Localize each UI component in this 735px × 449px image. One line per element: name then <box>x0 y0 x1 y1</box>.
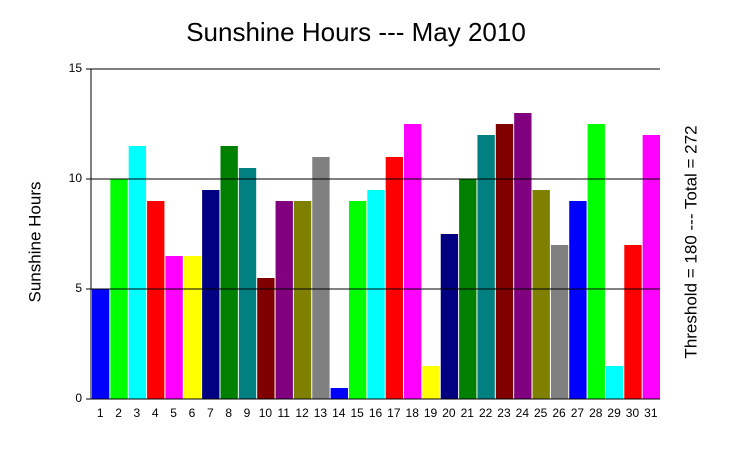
x-tick-label: 15 <box>350 406 364 420</box>
bar <box>367 190 385 399</box>
x-tick-label: 29 <box>607 406 621 420</box>
x-tick-label: 19 <box>424 406 438 420</box>
bar <box>569 201 587 399</box>
x-tick-label: 2 <box>115 406 122 420</box>
bar <box>514 113 532 399</box>
bar <box>202 190 220 399</box>
x-tick-label: 4 <box>152 406 159 420</box>
y-tick-label: 0 <box>75 391 82 405</box>
y-tick-label: 5 <box>75 281 82 295</box>
x-tick-label: 25 <box>534 406 548 420</box>
y-tick-label: 10 <box>69 171 83 185</box>
x-tick-label: 13 <box>314 406 328 420</box>
bar <box>422 366 440 399</box>
bar <box>440 234 459 399</box>
x-tick-label: 12 <box>295 406 309 420</box>
annotation: Threshold = 180 --- Total = 272 <box>681 125 700 358</box>
x-tick-label: 23 <box>497 406 511 420</box>
bar <box>220 146 238 399</box>
x-tick-label: 27 <box>571 406 585 420</box>
bar <box>128 146 147 399</box>
bar <box>605 366 624 399</box>
x-tick-label: 7 <box>207 406 214 420</box>
bar <box>550 245 569 399</box>
chart-title: Sunshine Hours --- May 2010 <box>186 17 526 47</box>
bar <box>238 168 257 399</box>
bar <box>92 289 110 399</box>
bar <box>404 124 422 399</box>
y-axis-label: Sunshine Hours <box>25 182 44 303</box>
bar <box>348 201 367 399</box>
x-tick-label: 18 <box>406 406 420 420</box>
bar <box>587 124 605 399</box>
x-tick-label: 9 <box>244 406 251 420</box>
x-tick-label: 11 <box>277 406 290 420</box>
x-tick-label: 30 <box>626 406 640 420</box>
x-tick-label: 28 <box>589 406 603 420</box>
y-tick-label: 15 <box>69 61 83 75</box>
bar <box>275 201 293 399</box>
bar <box>532 190 550 399</box>
bar <box>312 157 330 399</box>
x-tick-label: 20 <box>442 406 456 420</box>
x-tick-label: 6 <box>189 406 196 420</box>
x-tick-label: 14 <box>332 406 346 420</box>
x-tick-label: 5 <box>170 406 177 420</box>
bar <box>495 124 514 399</box>
x-tick-label: 21 <box>461 406 475 420</box>
bar <box>183 256 202 399</box>
bar <box>385 157 404 399</box>
bar <box>165 256 183 399</box>
x-tick-label: 17 <box>387 406 401 420</box>
x-tick-label: 1 <box>97 406 104 420</box>
x-tick-label: 26 <box>552 406 566 420</box>
x-tick-label: 24 <box>516 406 530 420</box>
x-tick-label: 31 <box>644 406 658 420</box>
bar <box>147 201 165 399</box>
bar <box>293 201 312 399</box>
bar <box>642 135 660 399</box>
x-tick-label: 3 <box>134 406 141 420</box>
x-tick-label: 16 <box>369 406 383 420</box>
bar <box>477 135 495 399</box>
x-tick-label: 10 <box>259 406 273 420</box>
bar <box>624 245 642 399</box>
bar <box>330 388 348 399</box>
x-tick-label: 22 <box>479 406 493 420</box>
x-tick-label: 8 <box>225 406 232 420</box>
bar <box>257 278 275 399</box>
